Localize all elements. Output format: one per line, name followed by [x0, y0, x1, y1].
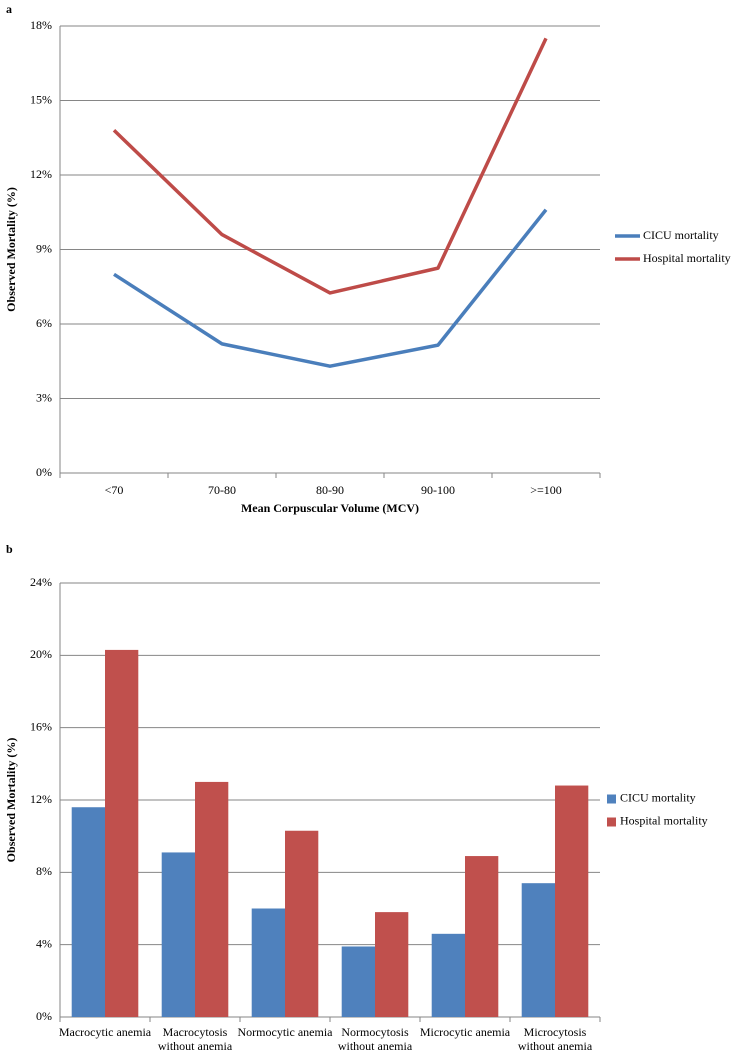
- x-tick-label: Normocytosis without anemia: [337, 1025, 413, 1053]
- y-tick-label: 15%: [30, 92, 52, 106]
- y-tick-label: 24%: [30, 575, 52, 589]
- bar: [555, 785, 589, 1017]
- legend-label: CICU mortality: [620, 790, 696, 804]
- panel-label: b: [6, 542, 13, 556]
- x-tick-label: 80-90: [316, 483, 344, 497]
- bar: [105, 649, 139, 1017]
- x-tick-label: Normocytic anemia: [237, 1025, 333, 1039]
- bar: [195, 781, 229, 1017]
- x-axis-label: Mean Corpuscular Volume (MCV): [241, 501, 419, 515]
- bar: [375, 912, 409, 1017]
- line: [113, 208, 548, 368]
- y-tick-label: 12%: [30, 792, 52, 806]
- legend-label: Hospital mortality: [620, 813, 708, 827]
- y-tick-label: 6%: [36, 316, 52, 330]
- legend-label: CICU mortality: [643, 228, 719, 242]
- y-axis-label: Observed Mortality (%): [4, 187, 18, 312]
- y-tick-label: 9%: [36, 241, 52, 255]
- bar: [431, 933, 465, 1017]
- y-tick-label: 12%: [30, 167, 52, 181]
- x-tick-label: 70-80: [208, 483, 236, 497]
- y-tick-label: 18%: [30, 18, 52, 32]
- y-tick-label: 20%: [30, 647, 52, 661]
- legend-swatch: [607, 794, 616, 804]
- x-tick-label: Microcytosis without anemia: [517, 1025, 593, 1053]
- y-tick-label: 0%: [36, 465, 52, 479]
- legend-label: Hospital mortality: [643, 251, 731, 265]
- y-tick-label: 0%: [36, 1009, 52, 1023]
- y-tick-label: 3%: [36, 390, 52, 404]
- x-tick-label: Macrocytosis without anemia: [157, 1025, 233, 1053]
- y-tick-label: 16%: [30, 719, 52, 733]
- x-tick-label: <70: [105, 483, 124, 497]
- bar: [341, 946, 375, 1017]
- bar: [521, 883, 555, 1017]
- y-tick-label: 4%: [36, 936, 52, 950]
- x-tick-label: >=100: [530, 483, 562, 497]
- x-tick-label: Microcytic anemia: [419, 1025, 511, 1039]
- line: [112, 37, 548, 295]
- bar: [71, 807, 105, 1017]
- bar: [285, 830, 319, 1017]
- bar: [161, 852, 195, 1017]
- x-tick-label: Macrocytic anemia: [58, 1025, 152, 1039]
- bar: [251, 908, 285, 1017]
- bar: [465, 856, 499, 1017]
- y-tick-label: 8%: [36, 864, 52, 878]
- panel-label: a: [6, 2, 12, 16]
- y-axis-label: Observed Mortality (%): [4, 738, 18, 863]
- legend-swatch: [607, 817, 616, 827]
- x-tick-label: 90-100: [421, 483, 455, 497]
